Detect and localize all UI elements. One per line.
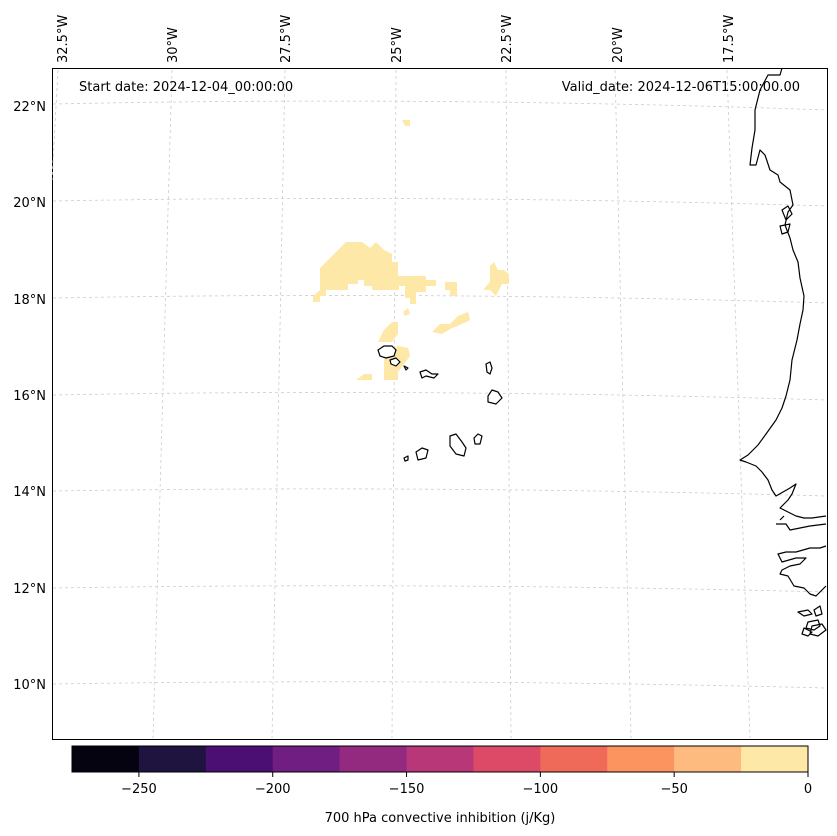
lat-label: 18°N (13, 293, 46, 308)
cin-area-mid (378, 322, 398, 342)
colorbar-cell (741, 746, 809, 772)
colorbar-cells (72, 746, 809, 772)
valid-date-text: Valid_date: 2024-12-06T15:00:00.00 (562, 80, 800, 95)
colorbar-cell (473, 746, 541, 772)
graticule (51, 69, 828, 739)
colorbar-tick-label: −50 (660, 782, 687, 797)
colorbar-cell (540, 746, 608, 772)
colorbar-ticks: −250 −200 −150 −100 −50 0 (121, 772, 812, 797)
africa-coastline (739, 67, 827, 597)
cin-field (313, 120, 509, 380)
colorbar-tick-label: 0 (804, 782, 812, 797)
colorbar-cell (674, 746, 742, 772)
lon-label: 20°W (611, 27, 626, 63)
cape-verde-islands (377, 345, 503, 462)
cin-area-east-patch (445, 282, 457, 296)
island-maio (473, 433, 483, 445)
colorbar-tick-label: −250 (121, 782, 157, 797)
colorbar-tick-label: −150 (389, 782, 425, 797)
island-santa-luzia (403, 365, 409, 371)
cin-area-small (403, 308, 410, 316)
colorbar-cell (607, 746, 675, 772)
latitude-labels: 22°N 20°N 18°N 16°N 14°N 12°N 10°N (13, 100, 46, 693)
lon-label: 32.5°W (56, 15, 71, 63)
lon-label: 25°W (390, 27, 405, 63)
start-date-text: Start date: 2024-12-04_00:00:00 (79, 80, 293, 95)
cin-area-islands (356, 346, 410, 380)
cin-area-main (313, 242, 436, 304)
lon-label: 27.5°W (279, 15, 294, 63)
colorbar-tick-label: −100 (523, 782, 559, 797)
island-sal (485, 361, 493, 375)
longitude-labels: 32.5°W 30°W 27.5°W 25°W 22.5°W 20°W 17.5… (56, 15, 737, 63)
cin-area-south-strip (432, 312, 470, 334)
colorbar-cell (406, 746, 474, 772)
africa-inlet (776, 515, 827, 531)
lat-label: 16°N (13, 389, 46, 404)
coastlines (739, 67, 827, 637)
lat-label: 14°N (13, 485, 46, 500)
island-boa-vista (487, 389, 503, 405)
bijagos-islands (797, 605, 827, 637)
island-sao-nicolau (419, 369, 439, 379)
colorbar: −250 −200 −150 −100 −50 0 700 hPa convective … (71, 745, 812, 826)
colorbar-cell (72, 746, 140, 772)
cin-area-far-east (483, 262, 509, 296)
island-brava (403, 455, 409, 462)
island-santiago (449, 433, 467, 457)
lat-label: 20°N (13, 196, 46, 211)
colorbar-cell (272, 746, 341, 772)
map-frame (52, 68, 828, 740)
colorbar-cell (205, 746, 274, 772)
island-fogo (415, 447, 429, 461)
lat-label: 10°N (13, 678, 46, 693)
lat-label: 22°N (13, 100, 46, 115)
colorbar-outline (71, 745, 809, 773)
colorbar-label: 700 hPa convective inhibition (j/Kg) (325, 811, 556, 826)
island-sao-vicente (389, 357, 401, 367)
canary-islands (779, 205, 793, 235)
colorbar-cell (138, 746, 207, 772)
lon-label: 22.5°W (500, 15, 515, 63)
lat-label: 12°N (13, 582, 46, 597)
colorbar-tick-label: −200 (255, 782, 291, 797)
lon-label: 30°W (166, 27, 181, 63)
island-santo-antao (377, 345, 397, 359)
lon-label: 17.5°W (722, 15, 737, 63)
cin-area-north (402, 120, 410, 126)
colorbar-cell (339, 746, 408, 772)
